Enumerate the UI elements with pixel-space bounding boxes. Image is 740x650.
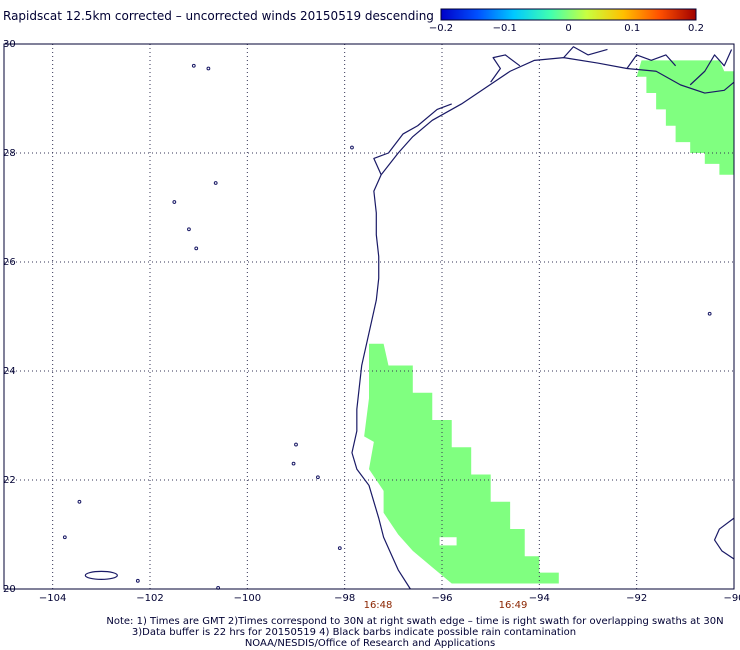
lake-outline — [62, 535, 67, 540]
longitude-label: −90 — [723, 593, 740, 604]
longitude-labels: −104 −102 −100 −98 −96 −94 −92 −90 — [39, 593, 740, 604]
colorbar-tick-label: −0.2 — [429, 23, 453, 34]
lake-chapala-outline — [84, 570, 118, 580]
wind-swath — [364, 343, 559, 584]
colorbar-tick-label: −0.1 — [493, 23, 517, 34]
latitude-label: 26 — [3, 257, 16, 268]
lake-outline — [206, 66, 211, 71]
marsh-shoreline — [626, 54, 677, 69]
lake-outline — [172, 200, 177, 204]
latitude-label: 30 — [3, 39, 16, 50]
coastline — [62, 46, 735, 590]
colorbar: −0.2 −0.1 0 0.1 0.2 — [429, 8, 704, 34]
latitude-label: 20 — [3, 584, 16, 595]
colorbar-tick-label: 0.1 — [624, 23, 640, 34]
map-title: Rapidscat 12.5km corrected – uncorrected… — [3, 9, 434, 23]
lake-outline — [316, 475, 320, 480]
latitude-label: 28 — [3, 148, 16, 159]
lake-outline — [135, 578, 140, 583]
texas-louisiana-coast — [351, 57, 735, 590]
latitude-labels: 30 28 26 24 22 20 — [3, 39, 16, 595]
note-line-2: 3)Data buffer is 22 hrs for 20150519 4) … — [131, 627, 577, 638]
yucatan-coast — [713, 517, 735, 560]
lake-shoreline — [563, 46, 608, 59]
swath-gap — [439, 537, 457, 546]
note-line-1: Note: 1) Times are GMT 2)Times correspon… — [106, 616, 724, 627]
wind-swath — [636, 60, 734, 175]
longitude-label: −94 — [529, 593, 550, 604]
colorbar-gradient — [440, 8, 697, 21]
lake-outline — [194, 246, 199, 251]
lake-outline — [187, 227, 191, 232]
lake-outline — [350, 145, 354, 150]
longitude-label: −96 — [431, 593, 452, 604]
lake-outline — [707, 311, 712, 316]
swath-time-label: 16:49 — [499, 600, 528, 611]
longitude-label: −92 — [626, 593, 647, 604]
colorbar-tick-label: 0 — [565, 23, 571, 34]
longitude-label: −100 — [234, 593, 261, 604]
lat-lon-grid — [4, 44, 734, 589]
longitude-label: −102 — [136, 593, 163, 604]
swath-time-label: 16:48 — [364, 600, 393, 611]
lake-outline — [294, 442, 298, 447]
longitude-label: −104 — [39, 593, 66, 604]
galveston-bay-shoreline — [490, 54, 521, 83]
note-line-3: NOAA/NESDIS/Office of Research and Appli… — [244, 638, 496, 649]
lake-outline — [213, 181, 218, 185]
longitude-label: −98 — [334, 593, 355, 604]
latitude-label: 22 — [3, 475, 16, 486]
lake-outline — [291, 461, 296, 466]
delta-shoreline — [689, 49, 733, 86]
swath-layer — [364, 60, 734, 584]
bay-shoreline — [373, 103, 452, 176]
lake-outline — [191, 63, 196, 68]
colorbar-tick-label: 0.2 — [688, 23, 704, 34]
map-frame — [3, 43, 735, 590]
lake-outline — [77, 499, 82, 504]
lake-outline — [337, 546, 342, 551]
wind-difference-map: −104 −102 −100 −98 −96 −94 −92 −90 30 28 26 24 22 20… — [3, 39, 740, 611]
latitude-label: 24 — [3, 366, 16, 377]
